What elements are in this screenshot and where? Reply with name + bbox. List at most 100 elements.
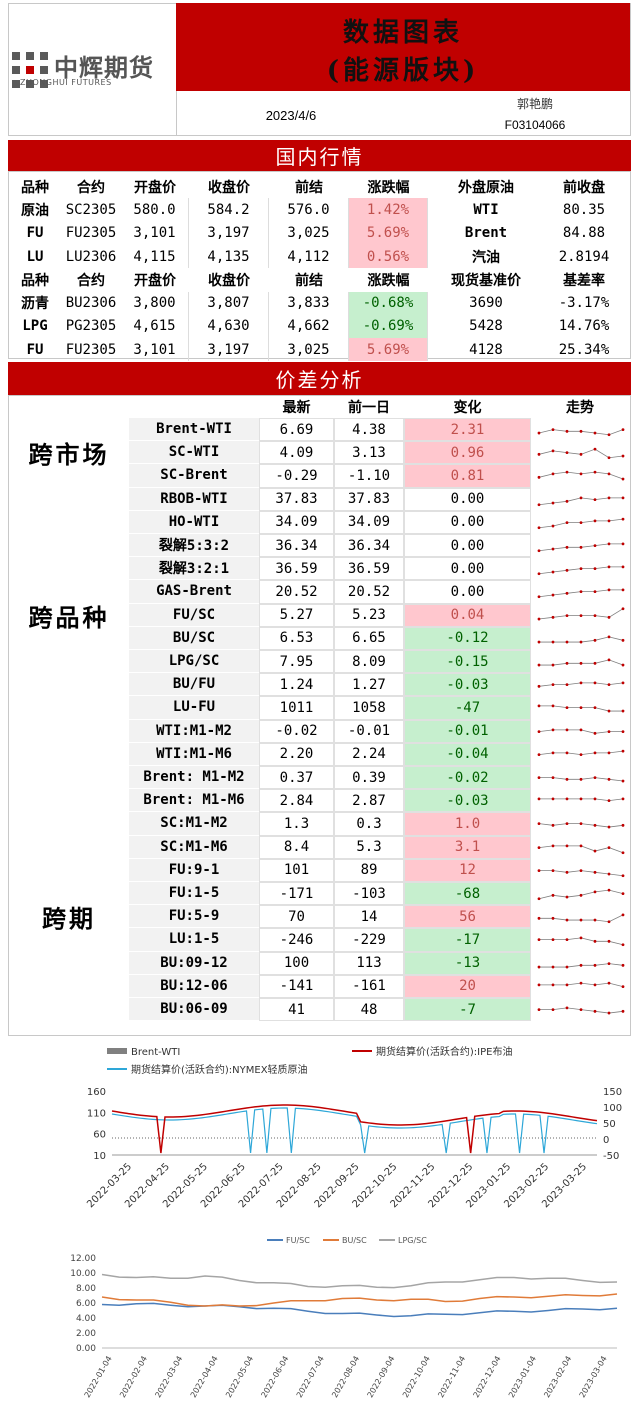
table-header-cell: 合约 bbox=[77, 272, 105, 289]
sparkline-point bbox=[551, 868, 555, 872]
series-line bbox=[101, 1293, 618, 1307]
sparkline-point bbox=[551, 640, 555, 644]
sparkline-point bbox=[579, 981, 583, 985]
table-cell: FU2305 bbox=[65, 225, 117, 242]
table-cell: 4,630 bbox=[189, 314, 269, 339]
spread-name: FU:5-9 bbox=[129, 905, 259, 929]
sparkline-point bbox=[565, 938, 569, 942]
sparkline-point bbox=[621, 1009, 625, 1013]
table-header-cell: 开盘价 bbox=[134, 179, 176, 196]
sparkline-point bbox=[551, 663, 555, 667]
sparkline-point bbox=[537, 704, 541, 708]
spread-prev: 34.09 bbox=[334, 510, 404, 534]
spread-latest: 20.52 bbox=[259, 580, 334, 604]
sparkline-point bbox=[551, 844, 555, 847]
table-header-cell: 品种 bbox=[21, 179, 49, 196]
table-cell: -3.17% bbox=[558, 295, 610, 312]
table-cell: FU2305 bbox=[65, 341, 117, 358]
sparkline-point bbox=[607, 826, 611, 829]
sparkline-point bbox=[621, 963, 625, 967]
section-title-domestic: 国内行情 bbox=[8, 140, 631, 171]
sparkline-point bbox=[593, 731, 597, 735]
spread-group-label: 跨市场 bbox=[28, 440, 110, 470]
table-cell: 3,197 bbox=[189, 221, 269, 245]
sparkline-point bbox=[579, 613, 583, 617]
sparkline-point bbox=[551, 472, 555, 476]
spread-change: -0.03 bbox=[404, 789, 531, 813]
trend-sparkline bbox=[537, 471, 625, 481]
legend-label: 期货结算价(活跃合约):IPE布油 bbox=[376, 1045, 512, 1058]
spread-latest: 101 bbox=[259, 858, 334, 882]
spread-prev: 1.27 bbox=[334, 673, 404, 697]
spread-change: 1.0 bbox=[404, 812, 531, 836]
sparkline-point bbox=[607, 940, 611, 944]
series-line bbox=[101, 1302, 618, 1318]
trend-sparkline bbox=[537, 844, 625, 854]
sparkline-point bbox=[537, 1008, 541, 1011]
table-cell: 576.0 bbox=[269, 198, 349, 222]
table-cell: 4128 bbox=[469, 341, 503, 358]
x-tick: 2022-02-04 bbox=[118, 1355, 149, 1400]
spread-prev: 3.13 bbox=[334, 441, 404, 465]
table-cell: 5428 bbox=[469, 318, 503, 335]
sparkline-point bbox=[551, 704, 555, 708]
sparkline-point bbox=[607, 635, 611, 639]
spread-latest: 5.27 bbox=[259, 603, 334, 627]
sparkline-point bbox=[537, 476, 541, 480]
table-cell: 4,615 bbox=[121, 314, 189, 339]
sparkline-point bbox=[579, 752, 583, 756]
y-tick: 0.00 bbox=[76, 1344, 96, 1354]
sparkline-point bbox=[551, 728, 555, 731]
spread-change: -17 bbox=[404, 928, 531, 952]
sparkline-point bbox=[621, 729, 625, 733]
sparkline-point bbox=[607, 496, 611, 499]
company-logo: 中辉期货 ZHONGHUI FUTURES bbox=[12, 50, 172, 94]
spread-latest: -0.02 bbox=[259, 719, 334, 743]
sparkline-point bbox=[537, 983, 541, 987]
y-tick-left: 10 bbox=[93, 1151, 106, 1162]
sparkline-point bbox=[621, 824, 625, 828]
sparkline-point bbox=[537, 453, 541, 456]
sparkline-point bbox=[621, 749, 625, 753]
spread-header-cell: 走势 bbox=[566, 400, 594, 416]
sparkline-point bbox=[537, 965, 541, 969]
spread-prev: 1058 bbox=[334, 696, 404, 720]
spread-change: 0.00 bbox=[404, 534, 531, 558]
spread-change: 0.00 bbox=[404, 557, 531, 581]
spread-change: -0.12 bbox=[404, 626, 531, 650]
sparkline-point bbox=[607, 981, 611, 985]
sparkline-point bbox=[579, 797, 583, 801]
spread-latest: 4.09 bbox=[259, 441, 334, 465]
trend-sparkline bbox=[537, 888, 625, 901]
table-header-cell: 现货基准价 bbox=[451, 272, 521, 289]
sparkline-point bbox=[537, 617, 541, 621]
x-tick: 2023-01-04 bbox=[507, 1355, 538, 1400]
spread-name: GAS-Brent bbox=[129, 580, 259, 604]
table-header-cell: 基差率 bbox=[563, 272, 605, 289]
sparkline-point bbox=[621, 779, 625, 783]
x-tick: 2022-01-04 bbox=[83, 1355, 114, 1400]
sparkline-point bbox=[579, 681, 583, 685]
trend-sparkline bbox=[537, 428, 625, 437]
sparkline-point bbox=[565, 520, 569, 524]
sparkline-point bbox=[537, 526, 541, 529]
table-cell: 3,807 bbox=[189, 291, 269, 315]
sparkline-point bbox=[593, 890, 597, 894]
spread-name: BU:12-06 bbox=[129, 974, 259, 998]
sparkline-point bbox=[565, 728, 569, 731]
sparkline-point bbox=[579, 545, 583, 549]
sparkline-point bbox=[607, 1011, 611, 1015]
sparkline-point bbox=[607, 519, 611, 523]
spread-name: 裂解3:2:1 bbox=[129, 557, 259, 581]
table-cell: 3,025 bbox=[269, 221, 349, 245]
trend-sparkline bbox=[537, 496, 625, 506]
spread-name: Brent-WTI bbox=[129, 418, 259, 442]
trend-sparkline bbox=[537, 565, 625, 576]
table-cell: 25.34% bbox=[558, 341, 610, 358]
table-cell: 5.69% bbox=[349, 338, 428, 362]
sparkline-point bbox=[551, 824, 555, 828]
spread-prev: 5.3 bbox=[334, 835, 404, 859]
sparkline-point bbox=[593, 447, 597, 451]
table-cell: 3,800 bbox=[121, 291, 189, 315]
sparkline-point bbox=[621, 943, 625, 947]
